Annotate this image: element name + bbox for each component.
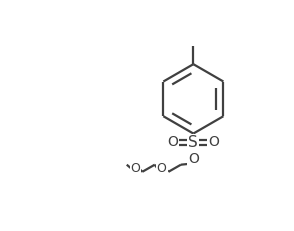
- Text: O: O: [208, 135, 219, 149]
- Text: S: S: [188, 135, 198, 150]
- Text: O: O: [168, 135, 178, 149]
- Text: O: O: [131, 162, 141, 175]
- Text: O: O: [188, 152, 199, 166]
- Text: O: O: [157, 162, 167, 175]
